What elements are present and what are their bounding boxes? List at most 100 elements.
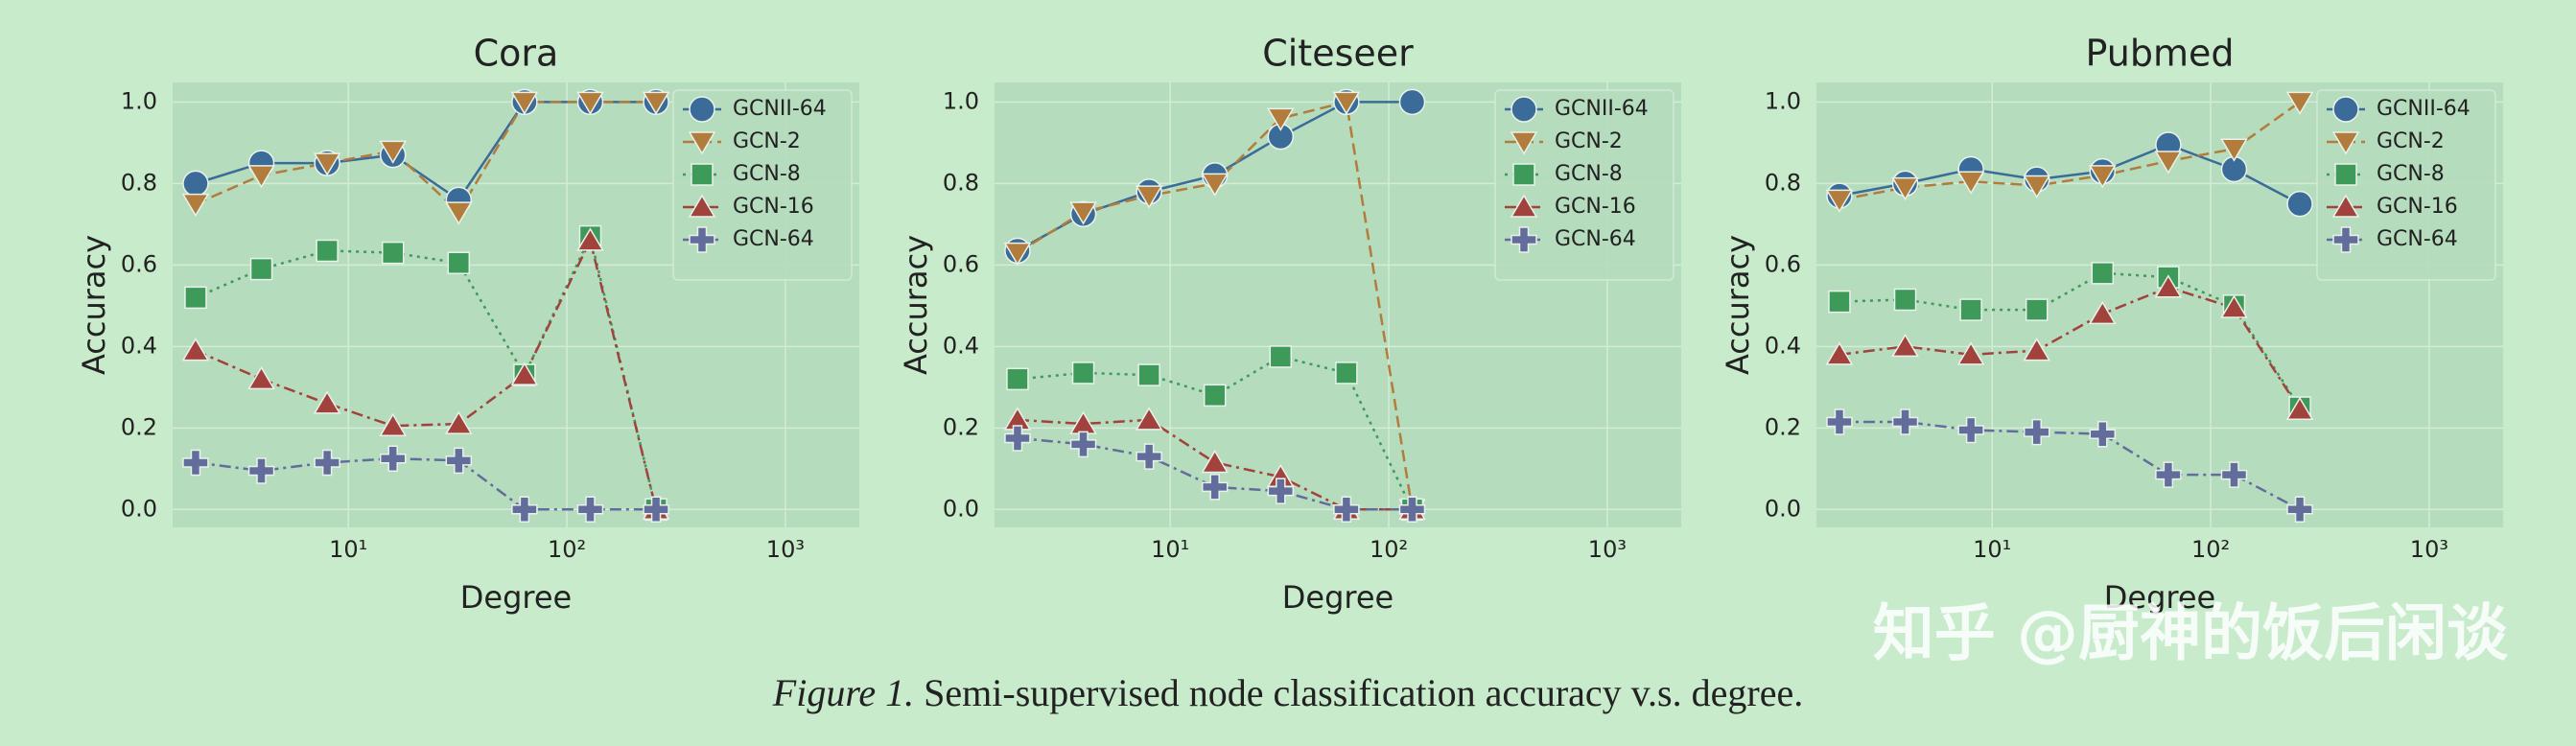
- legend-label: GCN-2: [2377, 129, 2445, 153]
- y-tick-label: 0.6: [943, 250, 979, 277]
- caption: Figure 1. Semi-supervised node classifica…: [772, 671, 1803, 714]
- marker: [1069, 201, 1097, 225]
- y-axis-label: Accuracy: [898, 235, 934, 375]
- marker: [2220, 294, 2248, 318]
- marker: [2089, 420, 2117, 448]
- legend-box: [1494, 89, 1674, 281]
- legend-label: GCN-8: [1555, 162, 1623, 186]
- y-tick-label: 1.0: [943, 87, 979, 114]
- y-tick-label: 0.2: [943, 413, 979, 440]
- marker: [181, 193, 210, 218]
- marker: [1201, 474, 1229, 501]
- marker: [510, 361, 539, 385]
- marker: [249, 257, 273, 281]
- marker: [1957, 416, 1984, 444]
- y-tick-label: 0.0: [121, 495, 157, 522]
- legend-label: GCN-16: [733, 195, 814, 219]
- marker: [1003, 242, 1032, 267]
- marker: [2091, 262, 2115, 285]
- marker: [1893, 288, 1917, 312]
- series-line: [195, 237, 658, 510]
- legend-label: GCN-64: [1555, 227, 1636, 251]
- y-tick-label: 0.8: [1765, 169, 1801, 196]
- marker: [2286, 496, 2313, 524]
- legend-label: GCN-16: [2377, 195, 2458, 219]
- legend-label: GCN-16: [1555, 195, 1636, 219]
- marker: [379, 445, 407, 472]
- marker: [182, 449, 209, 477]
- caption-text: Semi-supervised node classification accu…: [924, 671, 1803, 714]
- marker: [1398, 88, 1426, 116]
- legend-label: GCNII-64: [2377, 97, 2471, 121]
- marker: [2088, 300, 2117, 325]
- marker: [1136, 443, 1162, 470]
- chart-title: Citeseer: [1262, 33, 1414, 75]
- marker: [1891, 408, 1919, 435]
- legend-marker: [1510, 96, 1537, 123]
- x-axis-label: Degree: [460, 579, 572, 616]
- marker: [1335, 361, 1358, 385]
- marker: [1269, 345, 1293, 368]
- x-axis-label: Degree: [1282, 579, 1393, 616]
- legend-marker: [1510, 131, 1538, 155]
- x-tick-label: 10²: [1370, 536, 1408, 563]
- legend-marker: [1512, 163, 1535, 186]
- marker: [447, 251, 471, 274]
- chart-title: Cora: [474, 33, 559, 75]
- y-axis-label: Accuracy: [1720, 235, 1756, 375]
- x-tick-label: 10¹: [329, 536, 367, 563]
- marker: [2023, 175, 2051, 198]
- y-axis-label: Accuracy: [76, 235, 112, 375]
- marker: [1959, 298, 1982, 321]
- marker: [2220, 461, 2248, 488]
- marker: [2220, 138, 2248, 162]
- marker: [1891, 333, 1919, 358]
- legend-marker: [688, 194, 716, 218]
- legend-label: GCNII-64: [733, 97, 827, 121]
- marker: [1266, 107, 1295, 131]
- legend-marker: [2332, 96, 2359, 123]
- legend-marker: [2331, 194, 2360, 218]
- chart-title: Pubmed: [2086, 33, 2235, 75]
- marker: [313, 390, 341, 414]
- y-tick-label: 0.4: [1765, 332, 1801, 359]
- marker: [1891, 176, 1919, 201]
- marker: [1956, 341, 1985, 365]
- y-tick-label: 0.4: [943, 332, 979, 359]
- legend-marker: [689, 96, 715, 123]
- marker: [1006, 367, 1029, 391]
- series-line: [195, 101, 657, 215]
- marker: [1137, 363, 1160, 386]
- x-tick-label: 10³: [2410, 536, 2448, 563]
- marker: [1333, 496, 1360, 524]
- marker: [314, 449, 340, 477]
- y-tick-label: 1.0: [1765, 87, 1801, 114]
- marker: [381, 241, 405, 265]
- legend-label: GCN-64: [733, 227, 814, 251]
- legend-label: GCN-64: [2377, 227, 2458, 251]
- marker: [510, 91, 539, 115]
- marker: [2155, 461, 2182, 488]
- y-tick-label: 0.8: [121, 169, 157, 196]
- marker: [2023, 338, 2051, 361]
- marker: [1201, 449, 1229, 474]
- legend-label: GCNII-64: [1555, 97, 1649, 121]
- series-line: [195, 232, 658, 510]
- marker: [444, 201, 473, 225]
- legend-marker: [689, 226, 715, 253]
- y-tick-label: 0.8: [943, 169, 979, 196]
- marker: [247, 365, 275, 390]
- marker: [313, 152, 341, 176]
- marker: [247, 165, 275, 189]
- legend-marker: [688, 131, 716, 155]
- marker: [2285, 396, 2314, 420]
- marker: [2023, 418, 2050, 446]
- y-tick-label: 0.2: [1765, 413, 1801, 440]
- marker: [445, 447, 473, 475]
- legend-marker: [1510, 226, 1537, 253]
- marker: [2088, 165, 2117, 189]
- marker: [1825, 189, 1854, 213]
- legend-label: GCN-2: [733, 129, 801, 153]
